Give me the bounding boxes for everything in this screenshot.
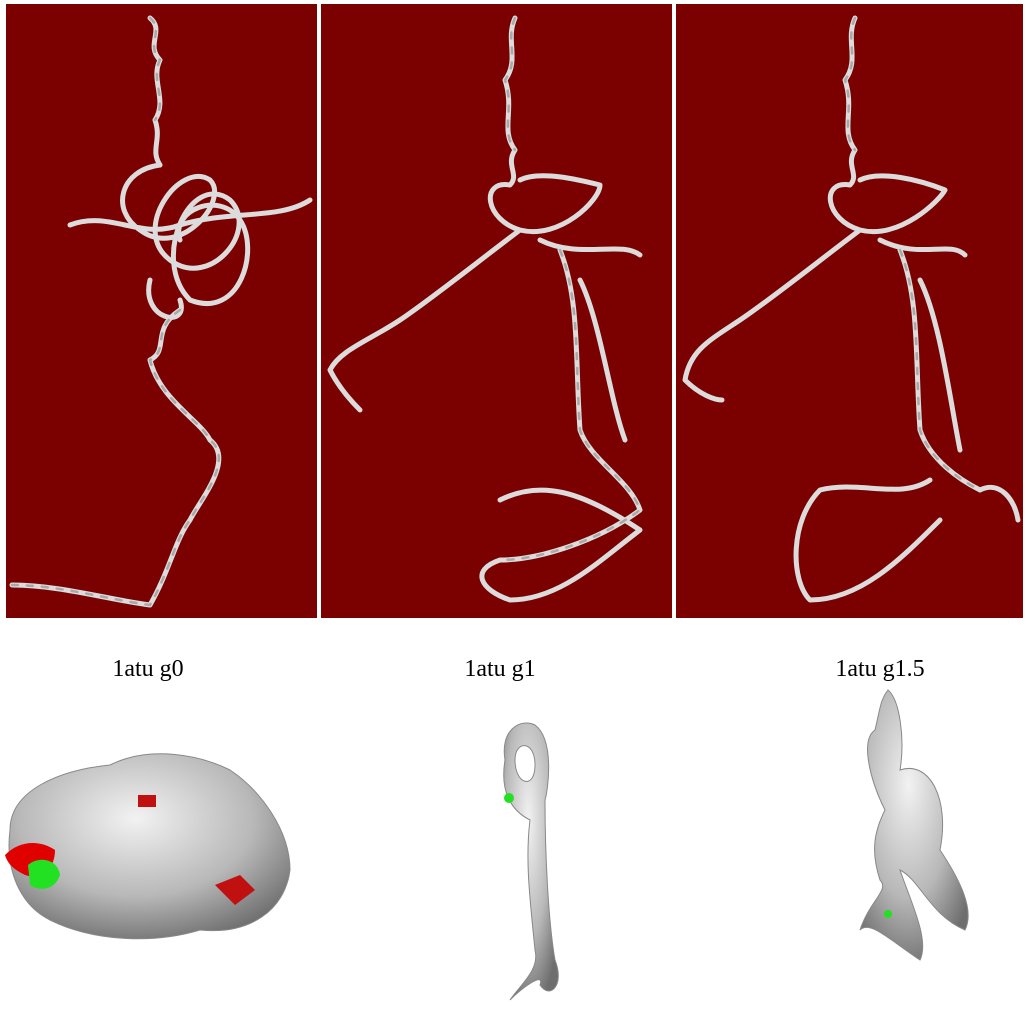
- spot-green: [504, 793, 514, 803]
- spot-green: [884, 910, 892, 918]
- caption: 1atu g0: [112, 656, 183, 682]
- captions: 1atu g0 1atu g1 1atu g1.5: [112, 656, 924, 682]
- surface-g0: [9, 754, 290, 939]
- surface-g1: [504, 723, 559, 1000]
- surface-g1-5: [860, 690, 968, 960]
- caption: 1atu g1: [464, 656, 535, 682]
- surfaces: [5, 690, 968, 1000]
- caption: 1atu g1.5: [835, 656, 924, 682]
- figure: 1atu g0 1atu g1 1atu g1.5: [0, 0, 1026, 1021]
